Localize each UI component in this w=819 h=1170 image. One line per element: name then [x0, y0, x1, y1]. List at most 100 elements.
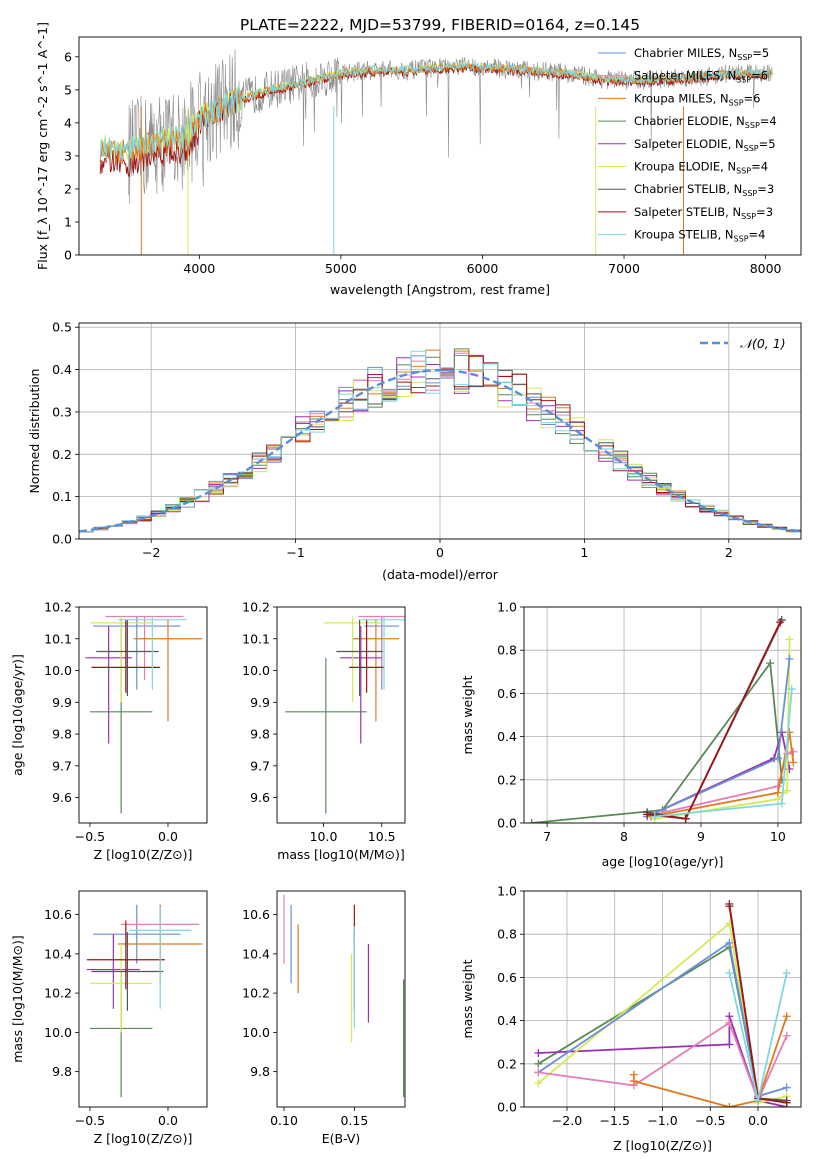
legend-label-normal: 𝒩(0, 1) — [740, 336, 786, 351]
x-tick-label: 6000 — [467, 261, 499, 276]
weight-marker-kroupa_miles — [725, 1103, 734, 1107]
model-spectrum-kroupa_stelib — [99, 61, 773, 161]
y-tick-label: 10.2 — [44, 600, 72, 615]
errorbars — [85, 615, 203, 814]
weight-marker-chabrier_miles — [782, 1083, 791, 1092]
axes-frame — [276, 606, 406, 824]
legend-label: Salpeter STELIB, NSSP=3 — [634, 205, 773, 221]
y-tick-label: 9.8 — [52, 727, 72, 742]
x-tick-label: −0.5 — [75, 829, 105, 844]
axes-frame — [78, 322, 802, 540]
mass-ebv-panel: 0.10 0.15 9.8 10.0 10.2 10.4 10.6 E(B-V) — [242, 890, 406, 1146]
weight-marker-kroupa_stelib — [725, 969, 734, 978]
weight-marker-kroupa_stelib — [787, 685, 796, 694]
y-tick-label: 0.8 — [497, 927, 517, 942]
legend-label: Chabrier STELIB, NSSP=3 — [634, 182, 774, 198]
y-tick-label: 9.6 — [52, 790, 72, 805]
x-tick-label: −0.5 — [75, 1113, 105, 1128]
massweight-age-panel: 7 8 9 10 0.0 0.2 0.4 0.6 0.8 1.0 age [log10(age/yr… — [460, 600, 802, 869]
errorbars — [86, 904, 203, 1098]
weight-marker-kroupa_miles — [629, 1077, 638, 1086]
x-tick-label: 1 — [580, 545, 588, 560]
y-tick-label: 10.4 — [44, 946, 72, 961]
y-tick-label: 10.2 — [242, 986, 270, 1001]
x-tick-label: 0.15 — [340, 1113, 368, 1128]
legend-label: Kroupa MILES, NSSP=6 — [634, 91, 760, 107]
y-tick-label: 10.2 — [242, 600, 270, 615]
histogram-panel: −2 −1 0 1 2 0.0 0.1 0.2 0.3 0.4 0.5 (data-model)/er… — [27, 320, 802, 582]
weight-marker-salpeter_elodie — [725, 1040, 734, 1049]
y-tick-label: 0.4 — [497, 1013, 517, 1028]
weight-line-chabrier_elodie — [537, 945, 759, 1097]
y-axis-label: mass [log10(M/M⊙)] — [10, 935, 25, 1063]
y-tick-label: 1.0 — [497, 600, 517, 615]
weight-marker-salpeter_stelib — [782, 1098, 791, 1107]
weight-marker-salpeter_stelib — [681, 814, 690, 823]
x-tick-label: −1.0 — [647, 1113, 677, 1128]
x-tick-label: 8 — [620, 829, 628, 844]
y-tick-label: 9.9 — [52, 695, 72, 710]
model-spectrum-kroupa_elodie — [99, 61, 773, 164]
histogram-kroupa_stelib — [79, 350, 801, 533]
weight-marker-chabrier_elodie — [534, 1059, 543, 1068]
y-tick-label: 10.6 — [242, 907, 270, 922]
y-tick-label: 10.0 — [44, 1025, 72, 1040]
y-axis-label: age [log10(age/yr)] — [10, 654, 25, 776]
y-tick-label: 10.2 — [44, 986, 72, 1001]
weight-marker-chabrier_elodie — [766, 659, 775, 668]
x-axis-label: Z [log10(Z/Z⊙)] — [94, 847, 193, 862]
y-tick-label: 0.2 — [497, 1056, 517, 1071]
y-tick-label: 9.6 — [250, 790, 270, 805]
y-tick-label: 4 — [64, 115, 72, 130]
legend-label: Chabrier ELODIE, NSSP=4 — [634, 114, 777, 130]
x-tick-label: −1.5 — [600, 1113, 630, 1128]
x-tick-label: 10.0 — [310, 829, 338, 844]
x-tick-label: 10.5 — [368, 829, 396, 844]
weight-marker-salpeter_stelib — [725, 902, 734, 911]
x-tick-label: 0 — [436, 545, 444, 560]
x-tick-label: 7 — [543, 829, 551, 844]
weight-marker-salpeter_miles — [789, 747, 798, 756]
axes-frame — [78, 606, 208, 824]
y-tick-label: 0.0 — [497, 1100, 517, 1115]
x-tick-label: 9 — [697, 829, 705, 844]
weight-line-chabrier_miles — [646, 658, 791, 818]
x-tick-label: 4000 — [183, 261, 215, 276]
y-tick-label: 9.7 — [52, 758, 72, 773]
weight-line-kroupa_miles — [650, 732, 795, 818]
weight-marker-kroupa_stelib — [754, 1096, 763, 1105]
y-tick-label: 0.2 — [52, 447, 72, 462]
weight-marker-kroupa_elodie — [783, 786, 792, 795]
weight-marker-salpeter_miles — [782, 1031, 791, 1040]
errorbars — [283, 894, 405, 1098]
axes-frame — [276, 890, 406, 1108]
weight-marker-kroupa_miles — [789, 758, 798, 767]
axes-frame — [78, 890, 208, 1108]
y-tick-label: 0.5 — [52, 320, 72, 335]
weight-marker-kroupa_miles — [782, 1012, 791, 1021]
weight-marker-kroupa_miles — [773, 788, 782, 797]
axes-frame — [78, 36, 802, 256]
y-tick-label: 3 — [64, 148, 72, 163]
x-axis-label: E(B-V) — [322, 1131, 361, 1146]
weight-marker-chabrier_elodie — [527, 819, 536, 823]
x-axis-label: age [log10(age/yr)] — [602, 854, 724, 869]
y-tick-label: 10.6 — [44, 907, 72, 922]
y-tick-label: 0.4 — [52, 362, 72, 377]
y-tick-label: 10.4 — [242, 946, 270, 961]
x-tick-label: −0.5 — [695, 1113, 725, 1128]
x-axis-label: wavelength [Angstrom, rest frame] — [330, 282, 550, 297]
y-tick-label: 0.4 — [497, 729, 517, 744]
weight-marker-kroupa_elodie — [534, 1079, 543, 1088]
y-tick-label: 0.2 — [497, 772, 517, 787]
weight-marker-chabrier_miles — [725, 938, 734, 947]
y-tick-label: 0.3 — [52, 404, 72, 419]
weight-marker-kroupa_stelib — [650, 812, 659, 821]
x-axis-label: Z [log10(Z/Z⊙)] — [94, 1131, 193, 1146]
y-tick-label: 9.8 — [250, 727, 270, 742]
y-axis-label: Normed distribution — [27, 369, 42, 494]
x-tick-label: 5000 — [325, 261, 357, 276]
x-axis-label: Z [log10(Z/Z⊙)] — [613, 1138, 712, 1153]
weight-marker-salpeter_miles — [725, 1018, 734, 1027]
